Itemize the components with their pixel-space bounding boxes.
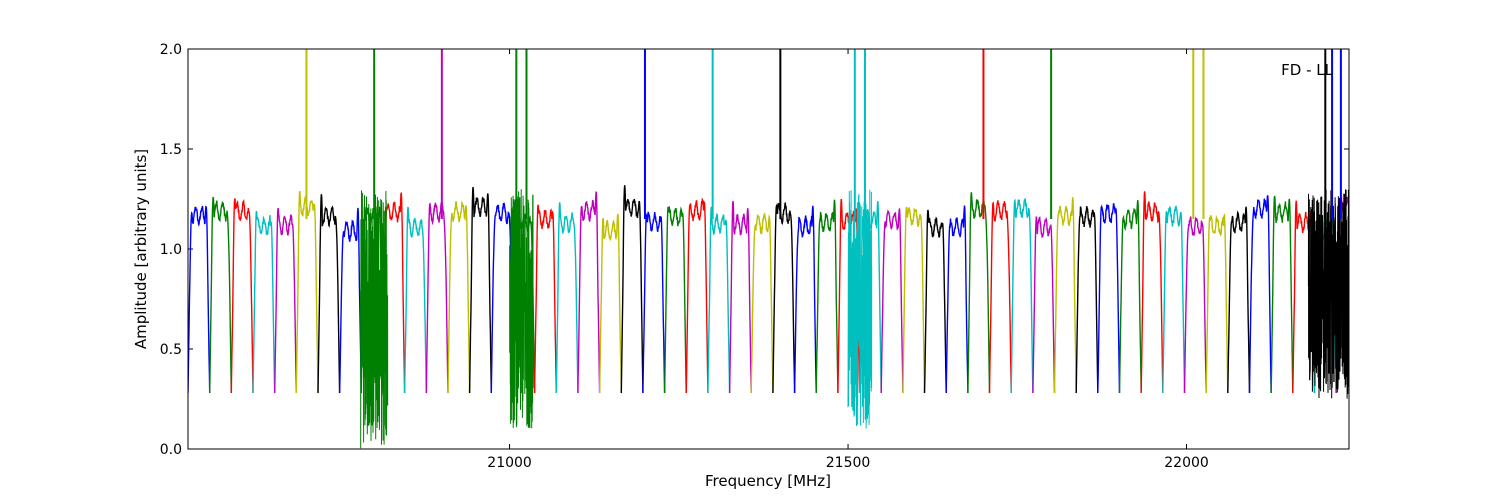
channel-line — [1097, 203, 1121, 394]
channel-line — [772, 202, 796, 394]
channel-line — [1205, 213, 1229, 394]
channel-line — [274, 207, 297, 394]
channel-line — [945, 205, 969, 394]
channel-line — [1010, 198, 1034, 394]
channel-line — [555, 202, 579, 394]
channel-line — [793, 205, 817, 394]
channel-line — [1270, 195, 1294, 394]
y-tick-label: 1.0 — [160, 242, 182, 258]
channel-line — [447, 201, 471, 394]
channel-line — [1162, 205, 1186, 394]
x-tick-label: 21500 — [826, 455, 871, 471]
channel-line — [685, 197, 709, 394]
channel-line — [815, 199, 839, 394]
channel-line — [1053, 197, 1077, 394]
channel-line — [988, 200, 1012, 394]
channel-line — [1032, 215, 1056, 394]
channel-line — [403, 206, 427, 394]
channel-line — [1227, 206, 1251, 394]
y-tick-label: 0.5 — [160, 342, 182, 358]
channel-line — [750, 212, 774, 394]
channel-line — [295, 190, 319, 394]
y-tick-label: 2.0 — [160, 42, 182, 58]
y-axis-label: Amplitude [arbitrary units] — [132, 149, 150, 349]
channel-line — [620, 185, 644, 394]
channel-line — [338, 207, 362, 394]
noise-trace — [1307, 189, 1349, 399]
channel-line — [1248, 195, 1272, 394]
channel-line — [663, 206, 687, 394]
x-tick-label: 22000 — [1164, 455, 1209, 471]
noise-trace — [360, 190, 389, 449]
y-tick-label: 1.5 — [160, 142, 182, 158]
channel-line — [468, 187, 492, 394]
channel-line — [1183, 216, 1207, 394]
series-lines — [188, 49, 1349, 449]
channel-line — [1118, 200, 1142, 394]
channel-line — [598, 213, 622, 394]
x-axis-label: Frequency [MHz] — [705, 472, 831, 490]
plot-annotation: FD - LL — [1281, 61, 1333, 79]
channel-line — [1075, 206, 1099, 394]
channel-line — [317, 194, 341, 394]
channel-line — [707, 206, 731, 394]
channel-line — [923, 209, 947, 394]
y-tick-label: 0.0 — [160, 442, 182, 458]
plot-frame — [187, 48, 1350, 450]
channel-line — [188, 205, 211, 394]
channel-line — [642, 211, 666, 394]
channel-line — [880, 207, 904, 394]
channel-line — [967, 192, 991, 394]
channel-line — [902, 206, 926, 394]
channel-line — [490, 202, 514, 394]
channel-line — [425, 200, 449, 394]
x-tick-label: 21000 — [487, 455, 532, 471]
channel-line — [1140, 191, 1164, 394]
channel-line — [728, 200, 752, 394]
noise-trace — [509, 189, 534, 429]
channel-line — [577, 191, 601, 394]
channel-line — [252, 210, 276, 394]
channel-line — [230, 198, 254, 394]
noise-trace — [847, 189, 873, 429]
channel-line — [209, 196, 232, 394]
channel-line — [533, 204, 557, 394]
tick-labels: 21000 21500 22000 0.0 0.5 1.0 1.5 2.0 — [160, 42, 1209, 471]
